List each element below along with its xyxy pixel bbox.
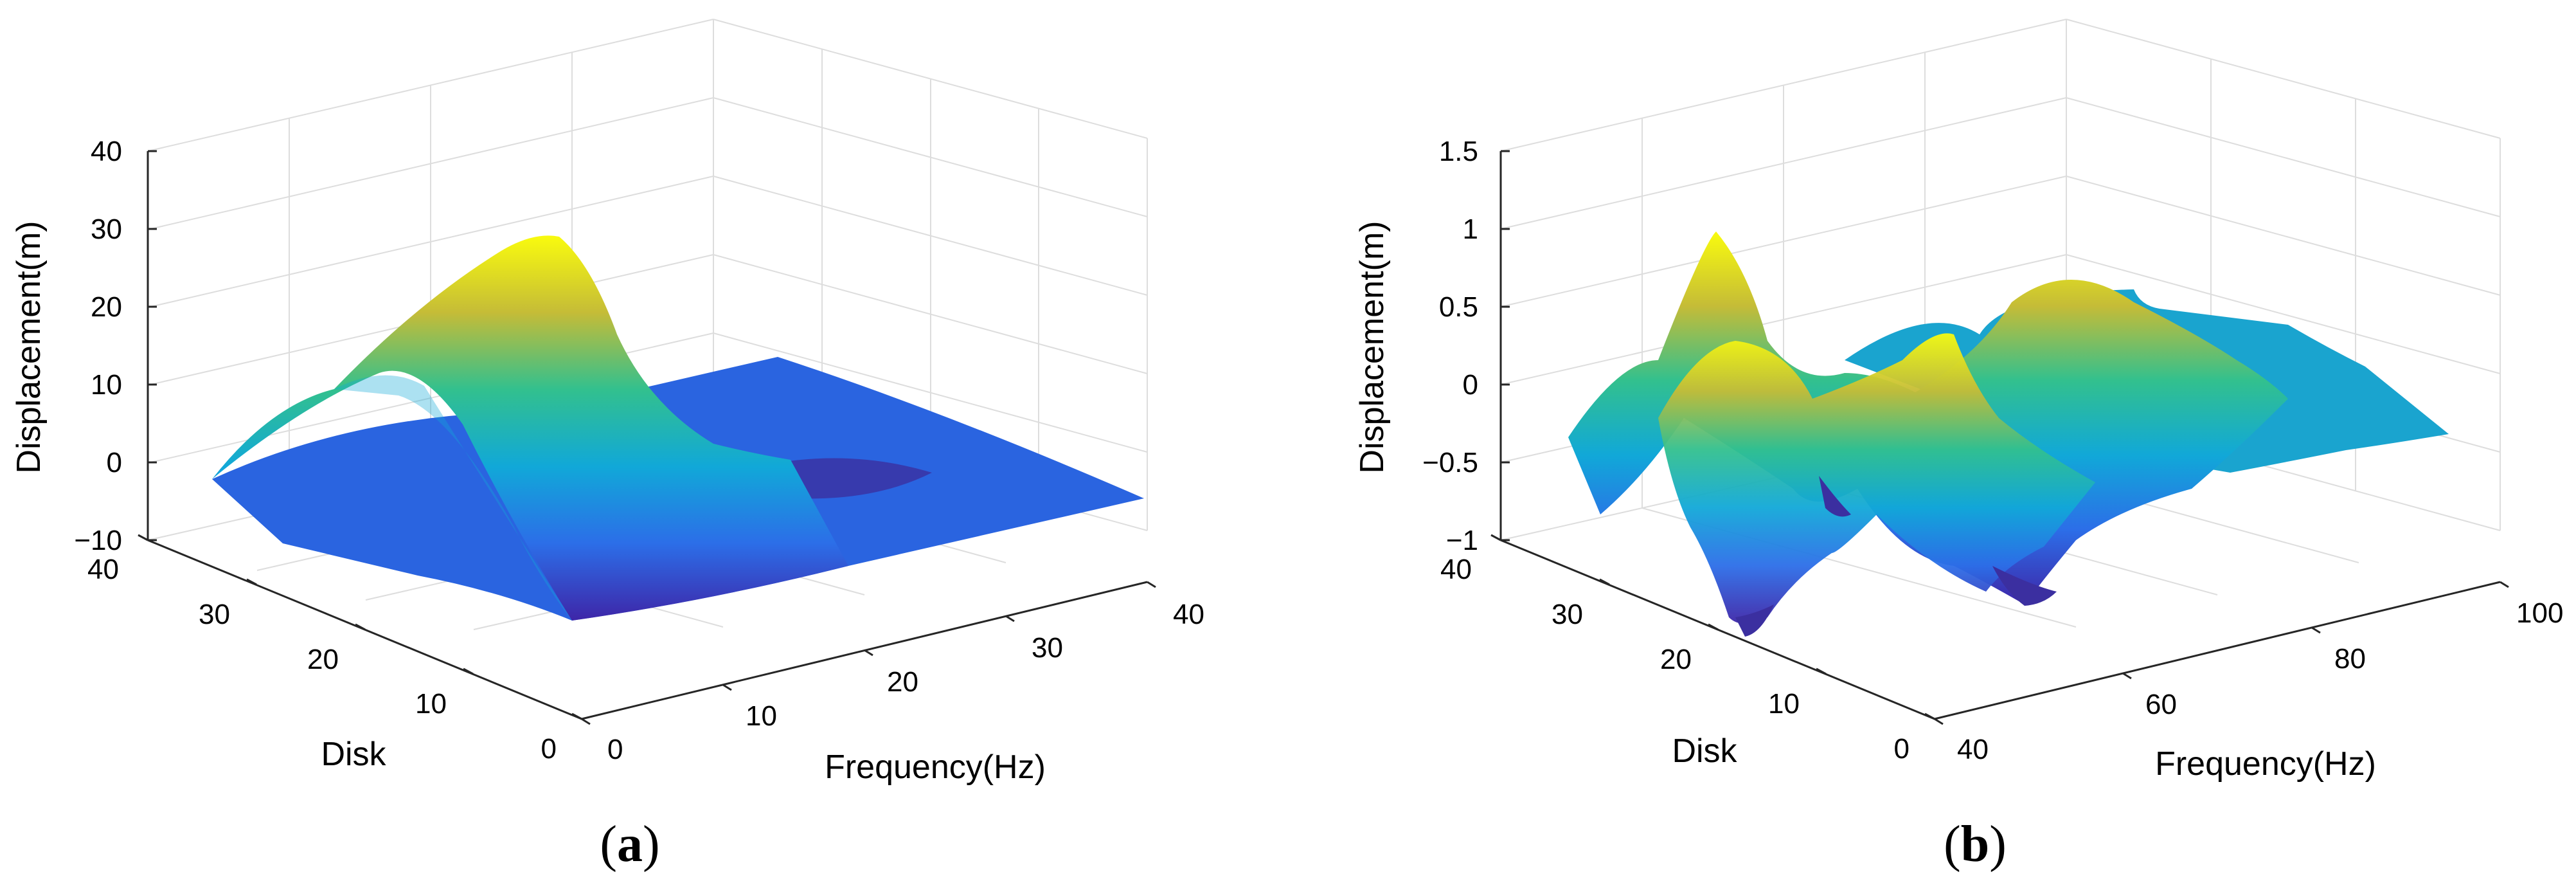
z-tick-b: 0: [1463, 369, 1478, 401]
disk-ticks-b: 40 30 20 10 0: [1440, 554, 1910, 765]
chart-panel-b: 1.5 1 0.5 0 −0.5 −1 40 30 20 10 0 40 60 …: [1354, 19, 2563, 783]
surface-b-trough2: [1819, 476, 1851, 517]
freq-tick-b: 40: [1957, 734, 1989, 765]
axes-b: [1490, 150, 2509, 725]
freq-tick-b: 60: [2145, 689, 2177, 720]
freq-tick-b: 100: [2516, 597, 2563, 629]
disk-tick-b: 20: [1660, 644, 1692, 675]
freq-tick-a: 10: [746, 700, 777, 732]
disk-tick-a: 30: [199, 599, 230, 630]
ylabel-b: Disk: [1672, 732, 1737, 770]
freq-tick-a: 40: [1173, 599, 1204, 630]
freq-tick-a: 20: [887, 666, 918, 698]
z-tick-a: 10: [91, 369, 122, 401]
axes-a: [138, 150, 1156, 725]
z-tick-a: −10: [74, 525, 122, 556]
freq-tick-a: 30: [1032, 632, 1063, 664]
chart-panel-a: 40 30 20 10 0 −10 40 30 20 10 0 0 10 20 …: [10, 19, 1204, 786]
freq-tick-a: 0: [607, 734, 623, 765]
surface-b-trough3: [1735, 604, 1774, 637]
surface-a-ridge: [212, 235, 848, 621]
disk-ticks-a: 40 30 20 10 0: [87, 554, 557, 765]
z-tick-a: 40: [91, 136, 122, 167]
surface-b: [1568, 232, 2449, 637]
z-tick-a: 0: [107, 447, 122, 478]
disk-tick-a: 10: [415, 688, 447, 720]
ylabel-a: Disk: [321, 736, 386, 773]
z-tick-b: −0.5: [1422, 447, 1478, 478]
z-tick-a: 30: [91, 213, 122, 245]
surface-b-front: [1658, 333, 2095, 624]
disk-tick-b: 40: [1440, 554, 1472, 585]
surface-a: [212, 235, 1144, 621]
xlabel-a: Frequency(Hz): [825, 749, 1046, 786]
disk-tick-a: 20: [307, 644, 339, 675]
xlabel-b: Frequency(Hz): [2155, 745, 2376, 783]
z-ticks-b: 1.5 1 0.5 0 −0.5 −1: [1422, 136, 1478, 556]
panel-label-a: (a): [600, 816, 660, 873]
z-tick-b: 1: [1463, 213, 1478, 245]
z-ticks-a: 40 30 20 10 0 −10: [74, 136, 122, 556]
z-tick-b: 1.5: [1439, 136, 1478, 167]
freq-ticks-b: 40 60 80 100: [1957, 597, 2563, 765]
surface-b-trough: [1992, 566, 2057, 606]
zlabel-b: Displacement(m): [1354, 221, 1391, 474]
disk-tick-b: 30: [1552, 599, 1583, 630]
panel-label-b-letter: b: [1960, 816, 1990, 873]
z-tick-a: 20: [91, 291, 122, 323]
disk-tick-b: 10: [1768, 688, 1800, 720]
disk-tick-a: 40: [87, 554, 119, 585]
disk-tick-b: 0: [1894, 733, 1910, 765]
zlabel-a: Displacement(m): [10, 221, 48, 474]
freq-tick-b: 80: [2334, 643, 2366, 675]
z-tick-b: −1: [1446, 525, 1478, 556]
panel-label-a-letter: a: [617, 816, 643, 873]
panel-label-b: (b): [1944, 816, 2007, 873]
disk-tick-a: 0: [541, 733, 557, 765]
freq-ticks-a: 0 10 20 30 40: [607, 599, 1204, 765]
z-tick-b: 0.5: [1439, 291, 1478, 323]
